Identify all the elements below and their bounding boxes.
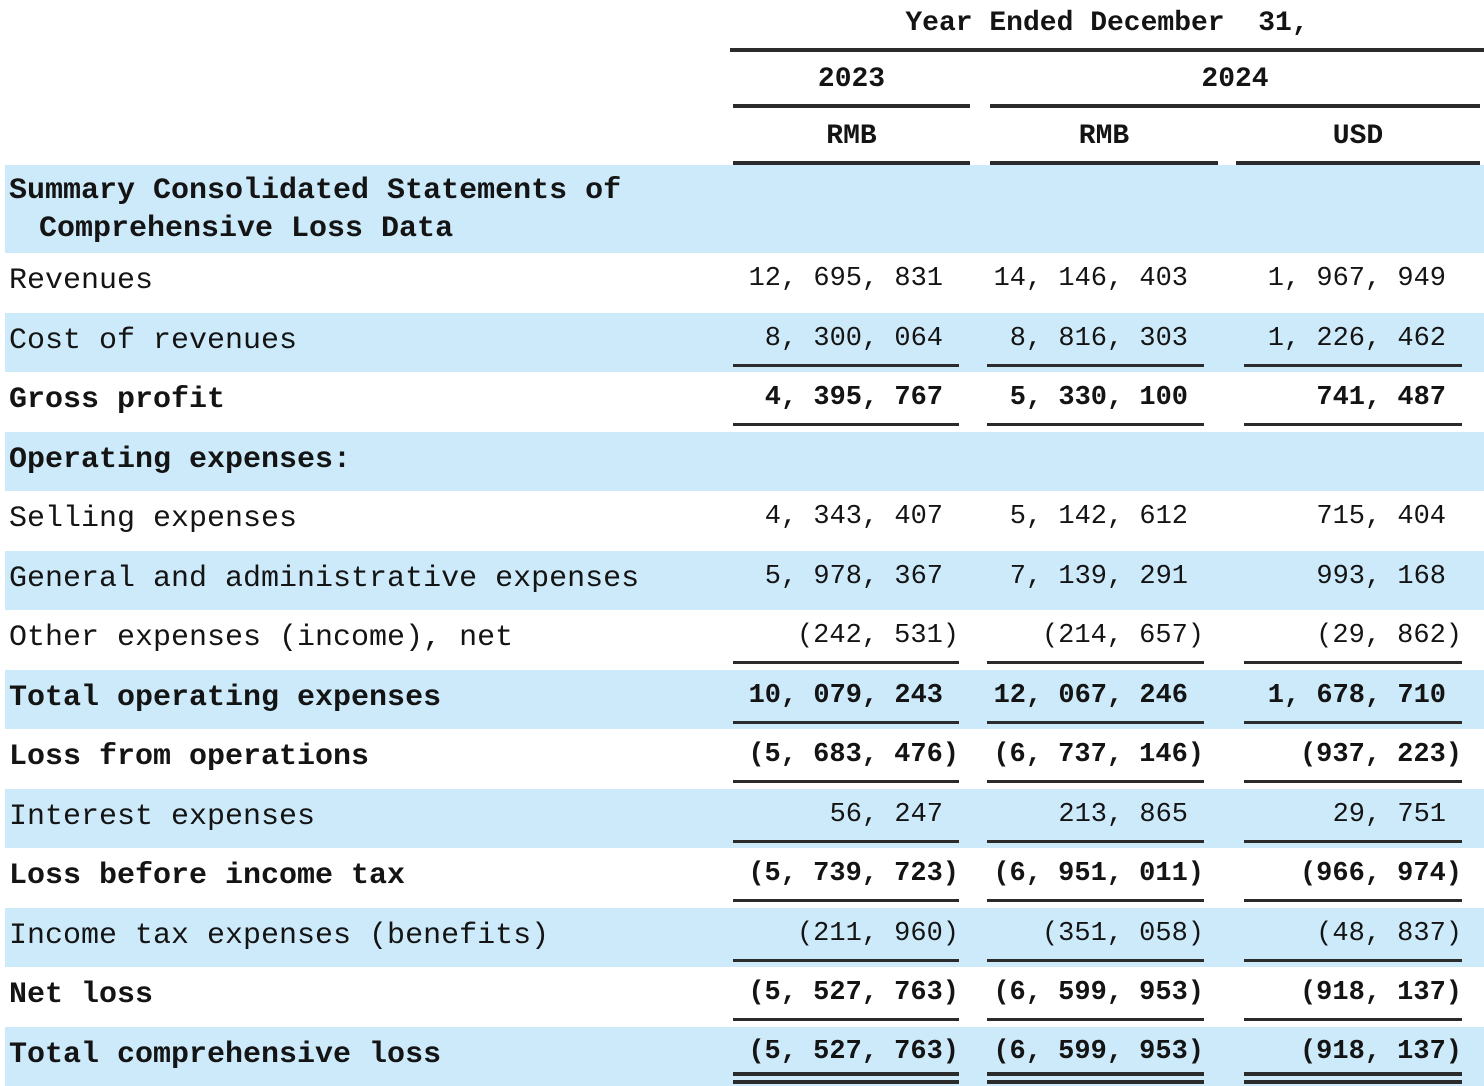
- table-row-interest-expenses: Interest expenses 56, 247 213, 865 29, 7…: [5, 788, 1484, 849]
- currency-header-row: RMB RMB USD: [5, 108, 1484, 165]
- period-header: Year Ended December 31,: [730, 2, 1484, 52]
- value-2023-rmb: 4, 395, 767: [722, 372, 975, 432]
- table-row-loss-from-operations: Loss from operations (5, 683, 476) (6, 7…: [5, 729, 1484, 789]
- table-row-total-operating-expenses: Total operating expenses 10, 079, 243 12…: [5, 669, 1484, 730]
- value-2023-rmb: (242, 531): [722, 610, 975, 670]
- value-2024-usd: 993, 168: [1316, 561, 1446, 592]
- table-row-selling-expenses: Selling expenses 4, 343, 407 5, 142, 612…: [5, 491, 1484, 551]
- currency-header-rmb-2024: RMB: [990, 115, 1218, 165]
- section-title-line2: Comprehensive Loss Data: [39, 212, 454, 246]
- row-label: Cost of revenues: [9, 323, 298, 358]
- value-2024-rmb: (6, 951, 011): [975, 848, 1230, 908]
- value-2024-usd: (48, 837): [1230, 908, 1484, 968]
- value-2024-usd: (918, 137): [1230, 1027, 1484, 1086]
- value-2024-rmb: (6, 599, 953): [975, 1027, 1230, 1086]
- value-2024-usd: 715, 404: [1316, 502, 1446, 532]
- row-label: Selling expenses: [9, 502, 298, 536]
- value-2024-usd: 1, 678, 710: [1230, 670, 1484, 730]
- table-row-income-tax-expenses-benefits: Income tax expenses (benefits) (211, 960…: [5, 907, 1484, 968]
- table-row-total-comprehensive-loss: Total comprehensive loss (5, 527, 763) (…: [5, 1026, 1484, 1086]
- value-2024-rmb: 5, 142, 612: [1009, 502, 1188, 532]
- table-row-other-expenses-income-net: Other expenses (income), net (242, 531) …: [5, 610, 1484, 670]
- row-label: Total operating expenses: [9, 680, 442, 715]
- section-title-line1: Summary Consolidated Statements of: [9, 174, 622, 208]
- row-label: Other expenses (income), net: [9, 621, 514, 655]
- value-2024-rmb: 14, 146, 403: [993, 264, 1188, 294]
- row-label: Gross profit: [9, 383, 226, 417]
- value-2024-rmb: 213, 865: [975, 789, 1230, 849]
- value-2023-rmb: 8, 300, 064: [722, 313, 975, 373]
- table-row-revenues: Revenues 12, 695, 831 14, 146, 403 1, 96…: [5, 253, 1484, 313]
- value-2024-rmb: (6, 737, 146): [975, 729, 1230, 789]
- value-2024-usd: 1, 226, 462: [1230, 313, 1484, 373]
- value-2024-usd: 1, 967, 949: [1267, 264, 1446, 294]
- value-2024-rmb: 7, 139, 291: [1009, 561, 1188, 592]
- row-label: Loss before income tax: [9, 859, 406, 893]
- currency-header-rmb-2023: RMB: [733, 115, 970, 165]
- year-2023-header: 2023: [733, 58, 970, 108]
- value-2023-rmb: (5, 527, 763): [722, 967, 975, 1027]
- table-row-loss-before-income-tax: Loss before income tax (5, 739, 723) (6,…: [5, 848, 1484, 908]
- currency-header-usd-2024: USD: [1236, 115, 1480, 165]
- value-2024-rmb: 5, 330, 100: [975, 372, 1230, 432]
- row-label: General and administrative expenses: [9, 561, 640, 596]
- value-2023-rmb: (5, 683, 476): [722, 729, 975, 789]
- value-2024-rmb: 8, 816, 303: [975, 313, 1230, 373]
- value-2023-rmb: [722, 432, 975, 492]
- section-title-row: Summary Consolidated Statements of Compr…: [5, 165, 1484, 253]
- value-2023-rmb: 4, 343, 407: [764, 502, 943, 532]
- row-label: Loss from operations: [9, 740, 370, 774]
- value-2023-rmb: 10, 079, 243: [722, 670, 975, 730]
- value-2023-rmb: (5, 739, 723): [722, 848, 975, 908]
- row-label: Total comprehensive loss: [9, 1037, 442, 1072]
- table-row-general-administrative-expenses: General and administrative expenses 5, 9…: [5, 550, 1484, 610]
- table-row-operating-expenses-header: Operating expenses:: [5, 431, 1484, 492]
- table-row-net-loss: Net loss (5, 527, 763) (6, 599, 953) (91…: [5, 967, 1484, 1027]
- value-2024-usd: [1230, 432, 1484, 492]
- value-2024-usd: 29, 751: [1230, 789, 1484, 849]
- row-label: Interest expenses: [9, 799, 316, 834]
- value-2024-usd: (937, 223): [1230, 729, 1484, 789]
- row-label: Revenues: [9, 264, 154, 298]
- value-2024-rmb: [975, 432, 1230, 492]
- value-2024-rmb: 12, 067, 246: [975, 670, 1230, 730]
- value-2024-usd: (918, 137): [1230, 967, 1484, 1027]
- value-2024-rmb: (351, 058): [975, 908, 1230, 968]
- value-2023-rmb: (211, 960): [722, 908, 975, 968]
- value-2023-rmb: 12, 695, 831: [748, 264, 943, 294]
- value-2023-rmb: 56, 247: [722, 789, 975, 849]
- value-2024-rmb: (214, 657): [975, 610, 1230, 670]
- year-2024-header: 2024: [990, 58, 1480, 108]
- value-2024-usd: (966, 974): [1230, 848, 1484, 908]
- period-header-row: Year Ended December 31,: [5, 0, 1484, 52]
- value-2024-usd: 741, 487: [1230, 372, 1484, 432]
- year-header-row: 2023 2024: [5, 52, 1484, 108]
- value-2024-usd: (29, 862): [1230, 610, 1484, 670]
- row-label: Net loss: [9, 978, 154, 1012]
- table-row-gross-profit: Gross profit 4, 395, 767 5, 330, 100 741…: [5, 372, 1484, 432]
- row-label: Income tax expenses (benefits): [9, 918, 550, 953]
- table-row-cost-of-revenues: Cost of revenues 8, 300, 064 8, 816, 303…: [5, 312, 1484, 373]
- row-label: Operating expenses:: [9, 442, 352, 477]
- value-2023-rmb: (5, 527, 763): [722, 1027, 975, 1086]
- value-2023-rmb: 5, 978, 367: [764, 561, 943, 592]
- value-2024-rmb: (6, 599, 953): [975, 967, 1230, 1027]
